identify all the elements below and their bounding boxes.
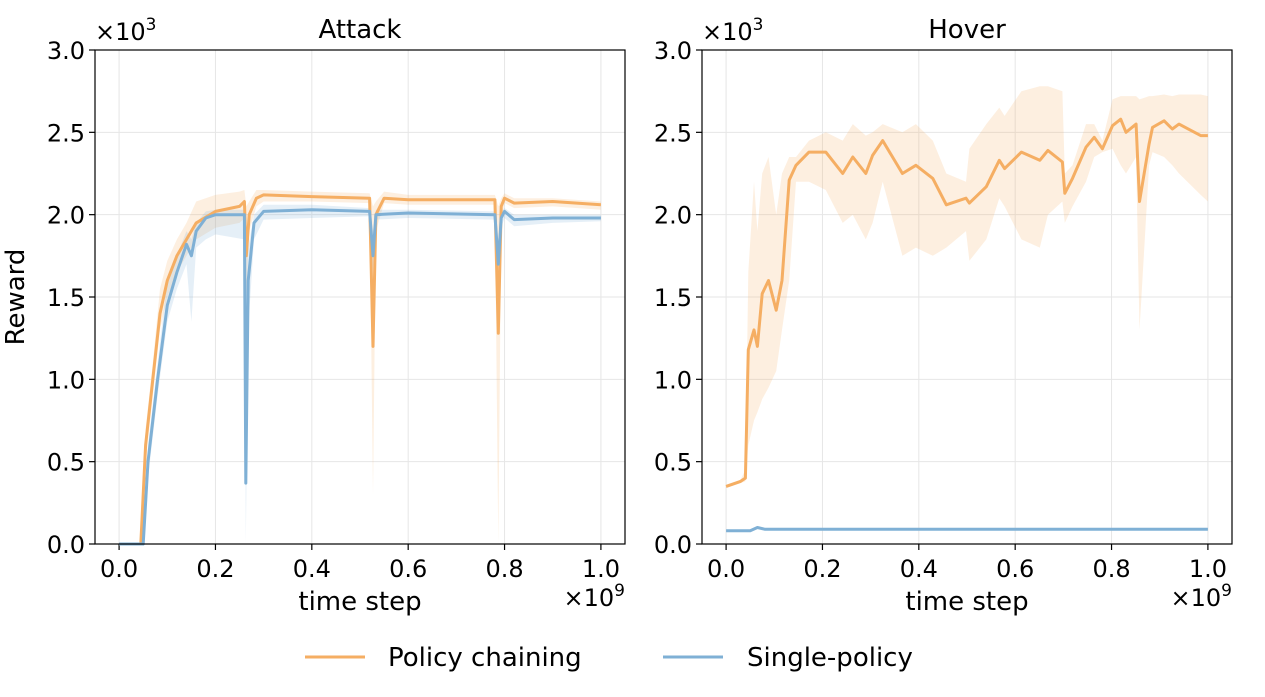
x-tick-label: 0.8 [1092,555,1130,583]
panel-title: Attack [318,15,401,45]
x-axis-label: time step [905,587,1028,617]
x-tick-label: 0.6 [389,555,427,583]
y-multiplier: ×103 [95,15,156,46]
x-tick-label: 1.0 [582,555,620,583]
y-tick-label: 3.0 [654,37,692,65]
y-tick-label: 1.5 [47,284,85,312]
x-tick-label: 0.2 [196,555,234,583]
line-policy-chaining [119,193,602,546]
axes-frame [94,49,626,545]
line-single-policy [119,208,601,546]
axes-frame [701,49,1233,545]
x-tick-label: 0.6 [996,555,1034,583]
line-single-policy [726,526,1208,533]
y-tick-label: 2.0 [47,202,85,230]
x-tick-label: 0.4 [900,555,938,583]
legend-label-policy-chaining: Policy chaining [388,643,582,673]
y-tick-label: 0.5 [47,449,85,477]
panel-title: Hover [928,15,1006,45]
x-axis-label: time step [298,587,421,617]
y-tick-label: 2.0 [654,202,692,230]
x-tick-label: 0.4 [293,555,331,583]
panel-attack: 0.0 0.2 0.4 0.6 0.8 1.0 0.0 0.5 1.0 1.5 2.0 2.5 3.0 A… [1,15,626,617]
y-tick-label: 3.0 [47,37,85,65]
y-tick-label: 1.0 [47,366,85,394]
x-tick-label: 0.2 [803,555,841,583]
y-tick-label: 0.0 [654,531,692,559]
x-multiplier: ×109 [1171,581,1232,612]
x-tick-label: 1.0 [1189,555,1227,583]
legend: Policy chaining Single-policy [305,643,913,673]
line-policy-chaining [725,117,1208,488]
y-tick-label: 1.5 [654,284,692,312]
band-policy-chaining [726,86,1208,488]
panel-hover: 0.0 0.2 0.4 0.6 0.8 1.0 0.0 0.5 1.0 1.5 2.0 2.5 3.0 H… [654,15,1233,617]
y-tick-label: 0.5 [654,449,692,477]
x-multiplier: ×109 [564,581,625,612]
x-tick-label: 0.0 [100,555,138,583]
y-tick-label: 2.5 [654,119,692,147]
x-tick-label: 0.0 [707,555,745,583]
y-multiplier: ×103 [702,15,763,46]
x-tick-label: 0.8 [485,555,523,583]
y-tick-label: 0.0 [47,531,85,559]
y-tick-label: 2.5 [47,119,85,147]
y-tick-label: 1.0 [654,366,692,394]
legend-label-single-policy: Single-policy [747,643,913,673]
y-axis-label: Reward [1,249,31,346]
